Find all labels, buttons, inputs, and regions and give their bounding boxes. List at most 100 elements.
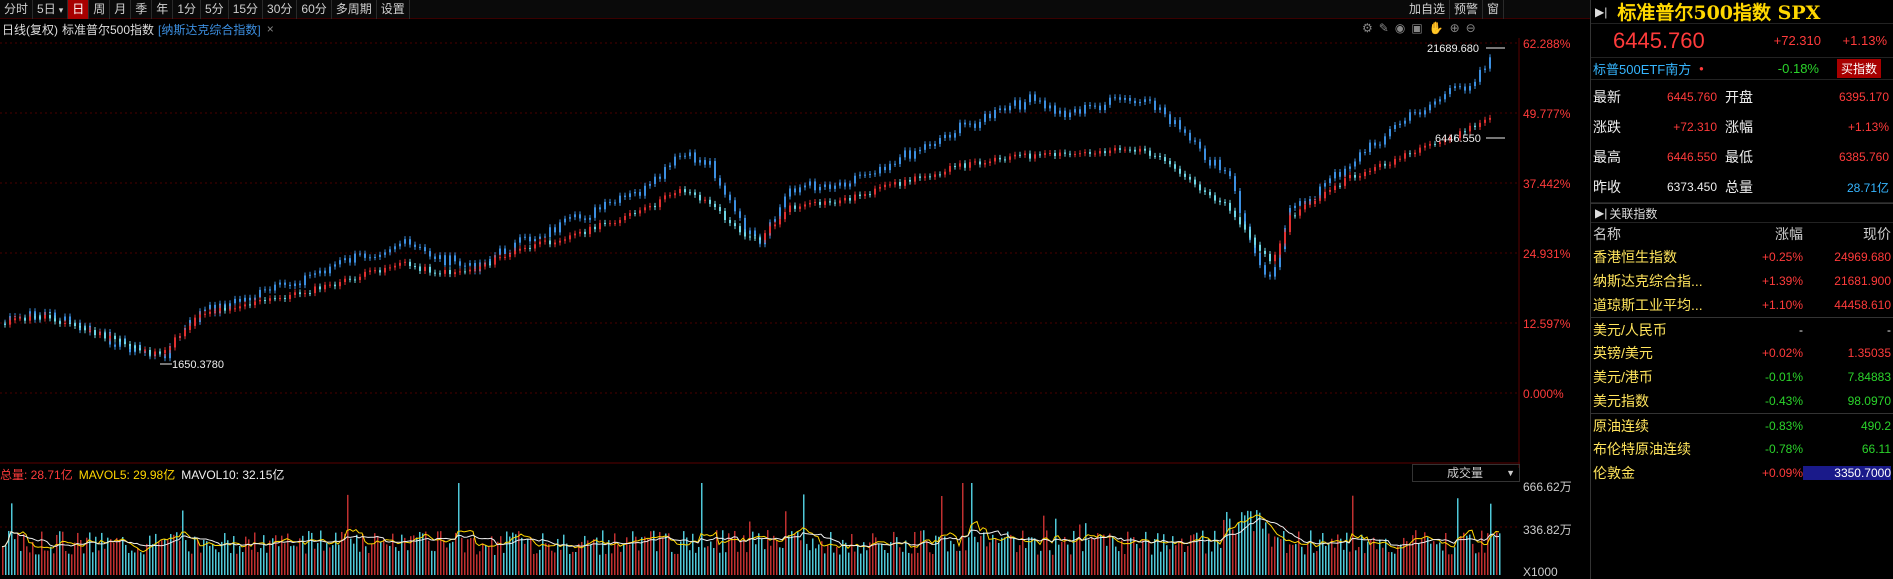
period-10[interactable]: 30分 <box>263 0 298 19</box>
related-row[interactable]: 香港恒生指数 +0.25% 24969.680 <box>1591 245 1893 269</box>
right-tool-0[interactable]: 加自选 <box>1405 0 1451 19</box>
volume-bar <box>983 532 985 575</box>
hand-icon[interactable]: ✋ <box>1428 21 1444 35</box>
pin-icon[interactable]: ▶| <box>1595 4 1608 19</box>
overlay-symbol[interactable]: [纳斯达克综合指数] <box>158 22 261 37</box>
price-tick: 0.000% <box>1523 387 1564 401</box>
volume-bar <box>971 483 973 575</box>
volume-bar <box>314 548 316 575</box>
related-row[interactable]: 英镑/美元 +0.02% 1.35035 <box>1591 341 1893 365</box>
related-row[interactable]: 纳斯达克综合指... +1.39% 21681.900 <box>1591 269 1893 293</box>
volume-bar <box>1292 544 1294 575</box>
chart-mode: 日线(复权) <box>2 22 58 37</box>
period-13[interactable]: 设置 <box>377 0 410 19</box>
volume-bar <box>833 552 835 575</box>
volume-bar <box>2 546 4 575</box>
related-row[interactable]: 道琼斯工业平均... +1.10% 44458.610 <box>1591 293 1893 317</box>
related-row[interactable]: 伦敦金 +0.09% 3350.7000 <box>1591 461 1893 485</box>
zoom-in-icon[interactable]: ⊕ <box>1449 21 1460 35</box>
overlay-close-icon[interactable]: × <box>266 22 274 36</box>
pin-icon[interactable]: ▶| <box>1595 206 1608 220</box>
volume-bar <box>302 535 304 575</box>
volume-tick: 666.62万 <box>1523 480 1572 494</box>
volume-bar <box>551 550 553 575</box>
volume-bar <box>137 548 139 575</box>
period-9[interactable]: 15分 <box>229 0 264 19</box>
period-7[interactable]: 1分 <box>173 0 201 19</box>
high-label-nasdaq: 21689.680 <box>1427 43 1479 55</box>
volume-bar <box>407 550 409 575</box>
volume-bar <box>563 534 565 575</box>
volume-bar <box>821 541 823 575</box>
zoom-out-icon[interactable]: ⊖ <box>1465 21 1476 35</box>
volume-bar <box>1247 510 1249 575</box>
quote-field-v: 6446.550 <box>1666 150 1717 164</box>
volume-bar <box>557 538 559 575</box>
pen-icon[interactable]: ✎ <box>1378 21 1389 35</box>
related-row[interactable]: 美元指数 -0.43% 98.0970 <box>1591 389 1893 413</box>
related-row[interactable]: 原油连续 -0.83% 490.2 <box>1591 413 1893 437</box>
volume-bar <box>410 536 412 575</box>
volume-bar <box>1016 552 1018 575</box>
lock-icon[interactable]: ▣ <box>1411 21 1423 35</box>
volume-bar <box>1481 530 1483 575</box>
volume-bar <box>1424 532 1426 575</box>
settings-icon[interactable]: ⚙ <box>1362 21 1373 35</box>
low-label: 1650.3780 <box>172 359 224 371</box>
volume-bar <box>1454 547 1456 575</box>
related-name: 英镑/美元 <box>1593 345 1653 361</box>
volume-bar <box>488 546 490 575</box>
volume-bar <box>1400 544 1402 575</box>
volume-tick: X1000 <box>1523 565 1558 579</box>
volume-bar <box>1463 532 1465 575</box>
volume-selector[interactable]: 成交量 ▼ <box>1412 464 1520 482</box>
quote-field-v: +72.310 <box>1673 120 1717 134</box>
volume-bar <box>1121 540 1123 575</box>
related-row[interactable]: 美元/港币 -0.01% 7.84883 <box>1591 365 1893 389</box>
volume-bar <box>344 533 346 575</box>
volume-bar <box>389 545 391 575</box>
volume-bar <box>878 544 880 575</box>
volume-bar <box>260 548 262 575</box>
volume-bar <box>350 538 352 575</box>
price-chart[interactable]: 21689.680 6446.550 1650.3780 <box>0 38 1520 468</box>
related-pct: +1.10% <box>1761 298 1803 312</box>
period-4[interactable]: 月 <box>110 0 132 19</box>
price-tick: 12.597% <box>1523 317 1571 331</box>
etf-name[interactable]: 标普500ETF南方 <box>1593 62 1692 77</box>
eye-icon[interactable]: ◉ <box>1394 21 1406 35</box>
period-5[interactable]: 季 <box>131 0 153 19</box>
volume-bar <box>8 530 10 575</box>
volume-bar <box>356 534 358 575</box>
volume-bar <box>1169 549 1171 575</box>
volume-bar <box>1001 537 1003 575</box>
right-tool-1[interactable]: 预警 <box>1450 0 1484 19</box>
volume-bar <box>524 543 526 575</box>
volume-bar <box>119 539 121 575</box>
volume-bar <box>1112 537 1114 575</box>
right-tool-2[interactable]: 窗 <box>1483 0 1505 19</box>
period-2[interactable]: 日 <box>68 0 90 19</box>
volume-bar <box>1490 503 1492 575</box>
volume-bar <box>1277 537 1279 575</box>
related-row[interactable]: 美元/人民币 - - <box>1591 317 1893 341</box>
volume-bar <box>1052 554 1054 575</box>
volume-bar <box>806 543 808 575</box>
volume-bar <box>503 552 505 575</box>
related-row[interactable]: 布伦特原油连续 -0.78% 66.11 <box>1591 437 1893 461</box>
period-1[interactable]: 5日 <box>33 0 69 19</box>
volume-bar <box>482 543 484 575</box>
period-0[interactable]: 分时 <box>0 0 34 19</box>
chart-symbol: 标准普尔500指数 <box>62 22 155 37</box>
volume-bar <box>1148 540 1150 575</box>
volume-bar <box>449 543 451 575</box>
period-8[interactable]: 5分 <box>201 0 229 19</box>
volume-bar <box>284 543 286 575</box>
period-3[interactable]: 周 <box>89 0 111 19</box>
volume-bar <box>650 531 652 575</box>
period-12[interactable]: 多周期 <box>332 0 377 19</box>
volume-chart[interactable] <box>0 483 1520 579</box>
buy-index-button[interactable]: 买指数 <box>1837 59 1882 78</box>
period-6[interactable]: 年 <box>152 0 174 19</box>
period-11[interactable]: 60分 <box>297 0 332 19</box>
